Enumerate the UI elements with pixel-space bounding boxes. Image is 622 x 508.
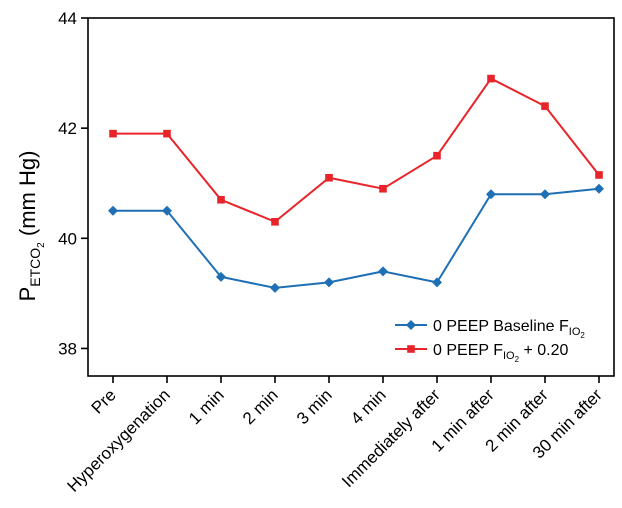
data-point bbox=[162, 205, 172, 216]
data-point bbox=[379, 184, 387, 193]
series-group bbox=[108, 74, 604, 293]
data-point bbox=[432, 277, 442, 288]
y-tick-label: 38 bbox=[58, 339, 77, 358]
x-tick-label: 1 min bbox=[185, 385, 228, 428]
x-tick-label: 4 min bbox=[347, 385, 390, 428]
axes bbox=[87, 17, 615, 377]
x-tick-label: Hyperoxygenation bbox=[63, 385, 173, 495]
x-tick-label: Immediately after bbox=[338, 385, 444, 491]
data-point bbox=[406, 320, 416, 330]
x-tick-label: 2 min bbox=[239, 385, 282, 428]
series-1 bbox=[108, 183, 604, 293]
data-point bbox=[433, 151, 441, 160]
data-point bbox=[487, 74, 495, 83]
x-tick-label: 3 min bbox=[293, 385, 336, 428]
legend-item: 0 PEEP Baseline FIO2 bbox=[395, 318, 585, 340]
data-point bbox=[271, 217, 279, 226]
data-point bbox=[595, 171, 603, 179]
y-tick-label: 40 bbox=[58, 229, 77, 248]
series-line bbox=[113, 187, 600, 289]
data-point bbox=[108, 205, 118, 216]
plot-frame bbox=[87, 17, 615, 377]
legend-item: 0 PEEP FIO2 + 0.20 bbox=[395, 342, 569, 364]
x-tick-label: Pre bbox=[88, 385, 120, 417]
data-point bbox=[324, 277, 334, 288]
y-tick-label: 42 bbox=[58, 119, 77, 138]
series-line bbox=[113, 77, 600, 223]
data-point bbox=[378, 266, 388, 277]
series-2 bbox=[109, 74, 603, 226]
legend-label: 0 PEEP Baseline FIO2 bbox=[433, 318, 585, 340]
data-point bbox=[541, 102, 549, 110]
data-point bbox=[163, 129, 171, 138]
y-axis-label: PETCO2 (mm Hg) bbox=[15, 151, 47, 302]
legend-label: 0 PEEP FIO2 + 0.20 bbox=[433, 342, 569, 364]
data-point bbox=[407, 345, 415, 353]
data-point bbox=[216, 271, 226, 282]
data-point bbox=[540, 189, 550, 200]
data-point bbox=[325, 173, 333, 182]
data-point bbox=[217, 195, 225, 204]
data-point bbox=[270, 282, 280, 293]
y-tick-label: 44 bbox=[58, 9, 77, 28]
y-axis-ticks: 38 40 42 44 bbox=[58, 9, 88, 358]
data-point bbox=[594, 183, 604, 194]
data-point bbox=[109, 129, 117, 138]
data-point bbox=[486, 189, 496, 200]
